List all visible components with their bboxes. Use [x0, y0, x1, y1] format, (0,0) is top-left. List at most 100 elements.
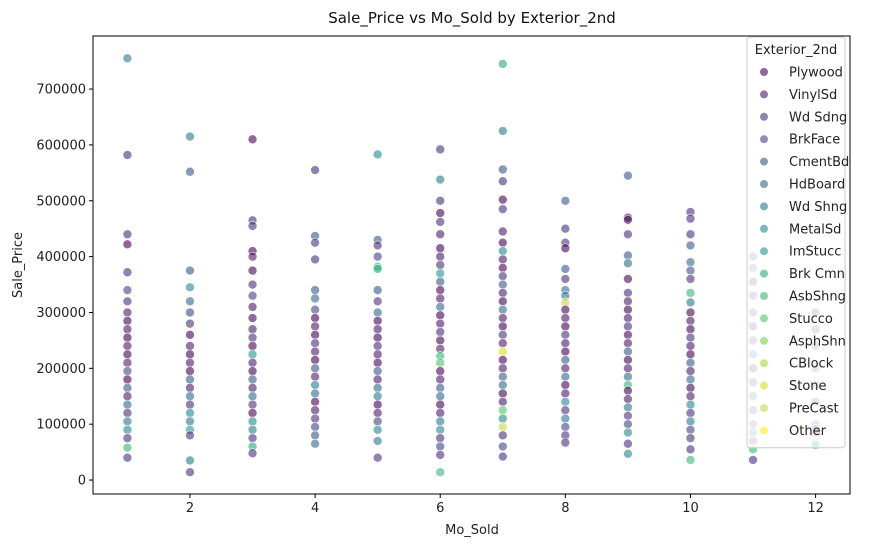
points-layer — [122, 53, 821, 478]
legend-label: Stucco — [789, 312, 833, 327]
data-point — [685, 213, 696, 224]
data-point — [435, 285, 446, 295]
legend-marker — [760, 404, 768, 412]
data-point — [560, 346, 571, 357]
data-point — [497, 451, 508, 462]
legend-marker — [760, 314, 768, 323]
data-point — [623, 330, 633, 340]
y-tick-label: 700000 — [36, 83, 86, 98]
data-point — [685, 383, 696, 393]
data-point — [623, 321, 633, 332]
legend-label: Wd Sdng — [789, 110, 847, 125]
legend-label: CmentBd — [789, 155, 849, 170]
data-point — [623, 438, 633, 449]
data-point — [497, 279, 508, 290]
data-point — [623, 411, 633, 421]
data-point — [497, 226, 508, 237]
data-point — [372, 285, 383, 295]
data-point — [685, 297, 696, 308]
data-point — [185, 318, 195, 329]
data-point — [372, 408, 383, 418]
data-point — [247, 374, 258, 385]
data-point — [560, 274, 571, 284]
data-point — [247, 349, 258, 360]
data-point — [497, 380, 508, 390]
data-point — [185, 374, 195, 385]
x-tick-label: 2 — [186, 501, 194, 516]
data-point — [435, 229, 446, 240]
data-point — [185, 296, 195, 307]
data-point — [310, 405, 320, 416]
data-point — [372, 149, 383, 160]
data-point — [122, 53, 133, 64]
data-point — [310, 285, 320, 295]
legend-label: CBlock — [789, 357, 834, 372]
data-point — [497, 194, 508, 205]
data-point — [122, 433, 133, 443]
data-point — [685, 357, 696, 368]
data-point — [497, 59, 508, 69]
data-point — [497, 176, 508, 187]
data-point — [122, 324, 133, 335]
data-point — [623, 363, 633, 374]
data-point — [560, 223, 571, 234]
data-point — [310, 330, 320, 340]
data-point — [247, 302, 258, 312]
data-point — [623, 274, 633, 284]
data-point — [372, 416, 383, 427]
data-point — [122, 316, 133, 326]
data-point — [185, 391, 195, 402]
data-point — [497, 262, 508, 273]
y-tick-label: 600000 — [36, 138, 86, 153]
x-tick-label: 8 — [561, 501, 569, 516]
data-point — [623, 229, 633, 240]
legend-marker — [760, 381, 768, 390]
data-point — [435, 302, 446, 312]
data-point — [685, 240, 696, 251]
data-point — [435, 424, 446, 435]
data-point — [685, 424, 696, 435]
data-point — [560, 264, 571, 274]
legend-label: ImStucc — [789, 245, 841, 260]
legend-label: Other — [789, 424, 827, 439]
data-point — [497, 371, 508, 382]
legend-marker — [760, 359, 768, 368]
data-point — [497, 441, 508, 452]
data-point — [497, 313, 508, 323]
data-point — [623, 427, 633, 438]
data-point — [372, 357, 383, 368]
data-point — [122, 399, 133, 410]
data-point — [560, 195, 571, 206]
data-point — [185, 357, 195, 368]
data-point — [497, 346, 508, 357]
plot-frame — [92, 35, 851, 495]
y-tick-label: 400000 — [36, 250, 86, 265]
data-point — [247, 221, 258, 231]
legend-marker — [760, 68, 768, 76]
data-point — [122, 341, 133, 351]
data-point — [372, 424, 383, 435]
data-point — [497, 304, 508, 315]
data-point — [247, 448, 258, 459]
data-point — [560, 380, 571, 390]
data-point — [623, 355, 633, 365]
data-point — [685, 341, 696, 351]
data-point — [685, 374, 696, 385]
data-point — [623, 394, 633, 404]
data-point — [685, 349, 696, 360]
data-point — [497, 422, 508, 432]
legend-marker — [760, 336, 768, 345]
data-point — [435, 374, 446, 385]
data-point — [185, 366, 195, 376]
data-point — [497, 164, 508, 175]
data-point — [623, 346, 633, 357]
legend-box — [746, 36, 846, 449]
data-point — [685, 257, 696, 268]
data-point — [122, 285, 133, 295]
data-point — [435, 144, 446, 155]
data-point — [685, 444, 696, 455]
data-point — [560, 405, 571, 416]
data-point — [247, 279, 258, 290]
data-point — [122, 374, 133, 385]
